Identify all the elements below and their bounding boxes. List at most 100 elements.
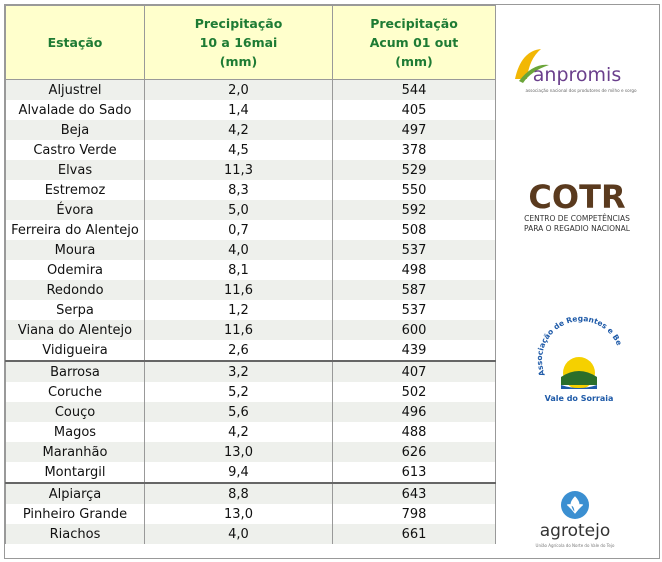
value-cell: 497 — [332, 120, 496, 140]
station-cell: Castro Verde — [5, 140, 145, 160]
value-cell: 550 — [332, 180, 496, 200]
station-cell: Beja — [5, 120, 145, 140]
table-row: Maranhão 13,0 626 — [5, 442, 496, 462]
table-row: Riachos 4,0 661 — [5, 524, 496, 544]
value-cell: 8,1 — [144, 260, 333, 280]
value-cell: 407 — [332, 360, 496, 382]
value-cell: 1,2 — [144, 300, 333, 320]
header-cell: Estação — [5, 5, 145, 80]
leaf-icon — [519, 64, 549, 83]
value-cell: 2,6 — [144, 340, 333, 361]
value-cell: 592 — [332, 200, 496, 220]
value-cell: 537 — [332, 240, 496, 260]
value-cell: 13,0 — [144, 442, 333, 462]
water-icon — [561, 385, 597, 389]
station-cell: Montargil — [5, 462, 145, 483]
table-row: Ferreira do Alentejo 0,7 508 — [5, 220, 496, 240]
logo-tagline: União Agrícola do Norte do Vale do Tejo — [536, 543, 615, 548]
value-cell: 0,7 — [144, 220, 333, 240]
station-cell: Alvalade do Sado — [5, 100, 145, 120]
header-row: Estação Precipitação 10 a 16mai (mm) Precipi… — [5, 5, 496, 80]
station-cell: Couço — [5, 402, 145, 422]
value-cell: 4,2 — [144, 120, 333, 140]
anpromis-logo: anpromis associação nacional dos produto… — [515, 49, 637, 93]
logos: anpromis associação nacional dos produto… — [495, 5, 637, 548]
station-cell: Estremoz — [5, 180, 145, 200]
station-cell: Coruche — [5, 382, 145, 402]
value-cell: 405 — [332, 100, 496, 120]
value-cell: 502 — [332, 382, 496, 402]
table-row: Beja 4,2 497 — [5, 120, 496, 140]
station-cell: Pinheiro Grande — [5, 504, 145, 524]
table-row: Coruche 5,2 502 — [5, 382, 496, 402]
table-row: Pinheiro Grande 13,0 798 — [5, 504, 496, 524]
value-cell: 626 — [332, 442, 496, 462]
value-cell: 439 — [332, 340, 496, 361]
value-cell: 544 — [332, 79, 496, 100]
value-cell: 2,0 — [144, 79, 333, 100]
logo-name: anpromis — [533, 64, 621, 86]
value-cell: 5,6 — [144, 402, 333, 422]
hill-icon — [561, 371, 597, 385]
value-cell: 378 — [332, 140, 496, 160]
table-row: Alpiarça 8,8 643 — [5, 482, 496, 504]
cotr-logo: COTR CENTRO DE COMPETÊNCIAS PARA O REGAD… — [524, 178, 631, 233]
header-line: Precipitação — [370, 16, 458, 31]
station-cell: Barrosa — [5, 360, 145, 382]
header-line: Estação — [47, 35, 103, 50]
value-cell: 11,6 — [144, 280, 333, 300]
flower-petals — [566, 496, 584, 514]
table-row: Évora 5,0 592 — [5, 200, 496, 220]
station-cell: Évora — [5, 200, 145, 220]
table-row: Estremoz 8,3 550 — [5, 180, 496, 200]
logo-line: CENTRO DE COMPETÊNCIAS — [524, 214, 630, 223]
logo-name: Vale do Sorraia — [545, 394, 614, 403]
value-cell: 496 — [332, 402, 496, 422]
value-cell: 9,4 — [144, 462, 333, 483]
value-cell: 798 — [332, 504, 496, 524]
table-row: Elvas 11,3 529 — [5, 160, 496, 180]
station-cell: Viana do Alentejo — [5, 320, 145, 340]
station-cell: Redondo — [5, 280, 145, 300]
station-cell: Serpa — [5, 300, 145, 320]
value-cell: 537 — [332, 300, 496, 320]
station-cell: Alpiarça — [5, 482, 145, 504]
station-cell: Odemira — [5, 260, 145, 280]
station-cell: Magos — [5, 422, 145, 442]
station-cell: Ferreira do Alentejo — [5, 220, 145, 240]
header-cell: Precipitação 10 a 16mai (mm) — [144, 5, 333, 80]
station-cell: Maranhão — [5, 442, 145, 462]
value-cell: 529 — [332, 160, 496, 180]
table-row: Montargil 9,4 613 — [5, 462, 496, 483]
value-cell: 1,4 — [144, 100, 333, 120]
table-row: Castro Verde 4,5 378 — [5, 140, 496, 160]
logo-name: agrotejo — [540, 521, 610, 541]
table-row: Viana do Alentejo 11,6 600 — [5, 320, 496, 340]
value-cell: 5,2 — [144, 382, 333, 402]
table-row: Couço 5,6 496 — [5, 402, 496, 422]
value-cell: 587 — [332, 280, 496, 300]
logo-name: COTR — [528, 178, 625, 216]
header-line: Precipitação — [194, 16, 283, 31]
table-row: Redondo 11,6 587 — [5, 280, 496, 300]
station-cell: Vidigueira — [5, 340, 145, 361]
value-cell: 600 — [332, 320, 496, 340]
table-row: Odemira 8,1 498 — [5, 260, 496, 280]
value-cell: 3,2 — [144, 360, 333, 382]
table-row: Alvalade do Sado 1,4 405 — [5, 100, 496, 120]
value-cell: 8,3 — [144, 180, 333, 200]
table-row: Vidigueira 2,6 439 — [5, 340, 496, 361]
corn-icon — [515, 49, 541, 79]
station-cell: Aljustrel — [5, 79, 145, 100]
header-cell: Precipitação Acum 01 out (mm) — [332, 5, 496, 80]
agrotejo-logo: agrotejo União Agrícola do Norte do Vale… — [536, 491, 615, 548]
station-cell: Moura — [5, 240, 145, 260]
value-cell: 498 — [332, 260, 496, 280]
table-row: Moura 4,0 537 — [5, 240, 496, 260]
table-row: Barrosa 3,2 407 — [5, 360, 496, 382]
value-cell: 661 — [332, 524, 496, 544]
value-cell: 8,8 — [144, 482, 333, 504]
table-row: Serpa 1,2 537 — [5, 300, 496, 320]
value-cell: 5,0 — [144, 200, 333, 220]
value-cell: 488 — [332, 422, 496, 442]
